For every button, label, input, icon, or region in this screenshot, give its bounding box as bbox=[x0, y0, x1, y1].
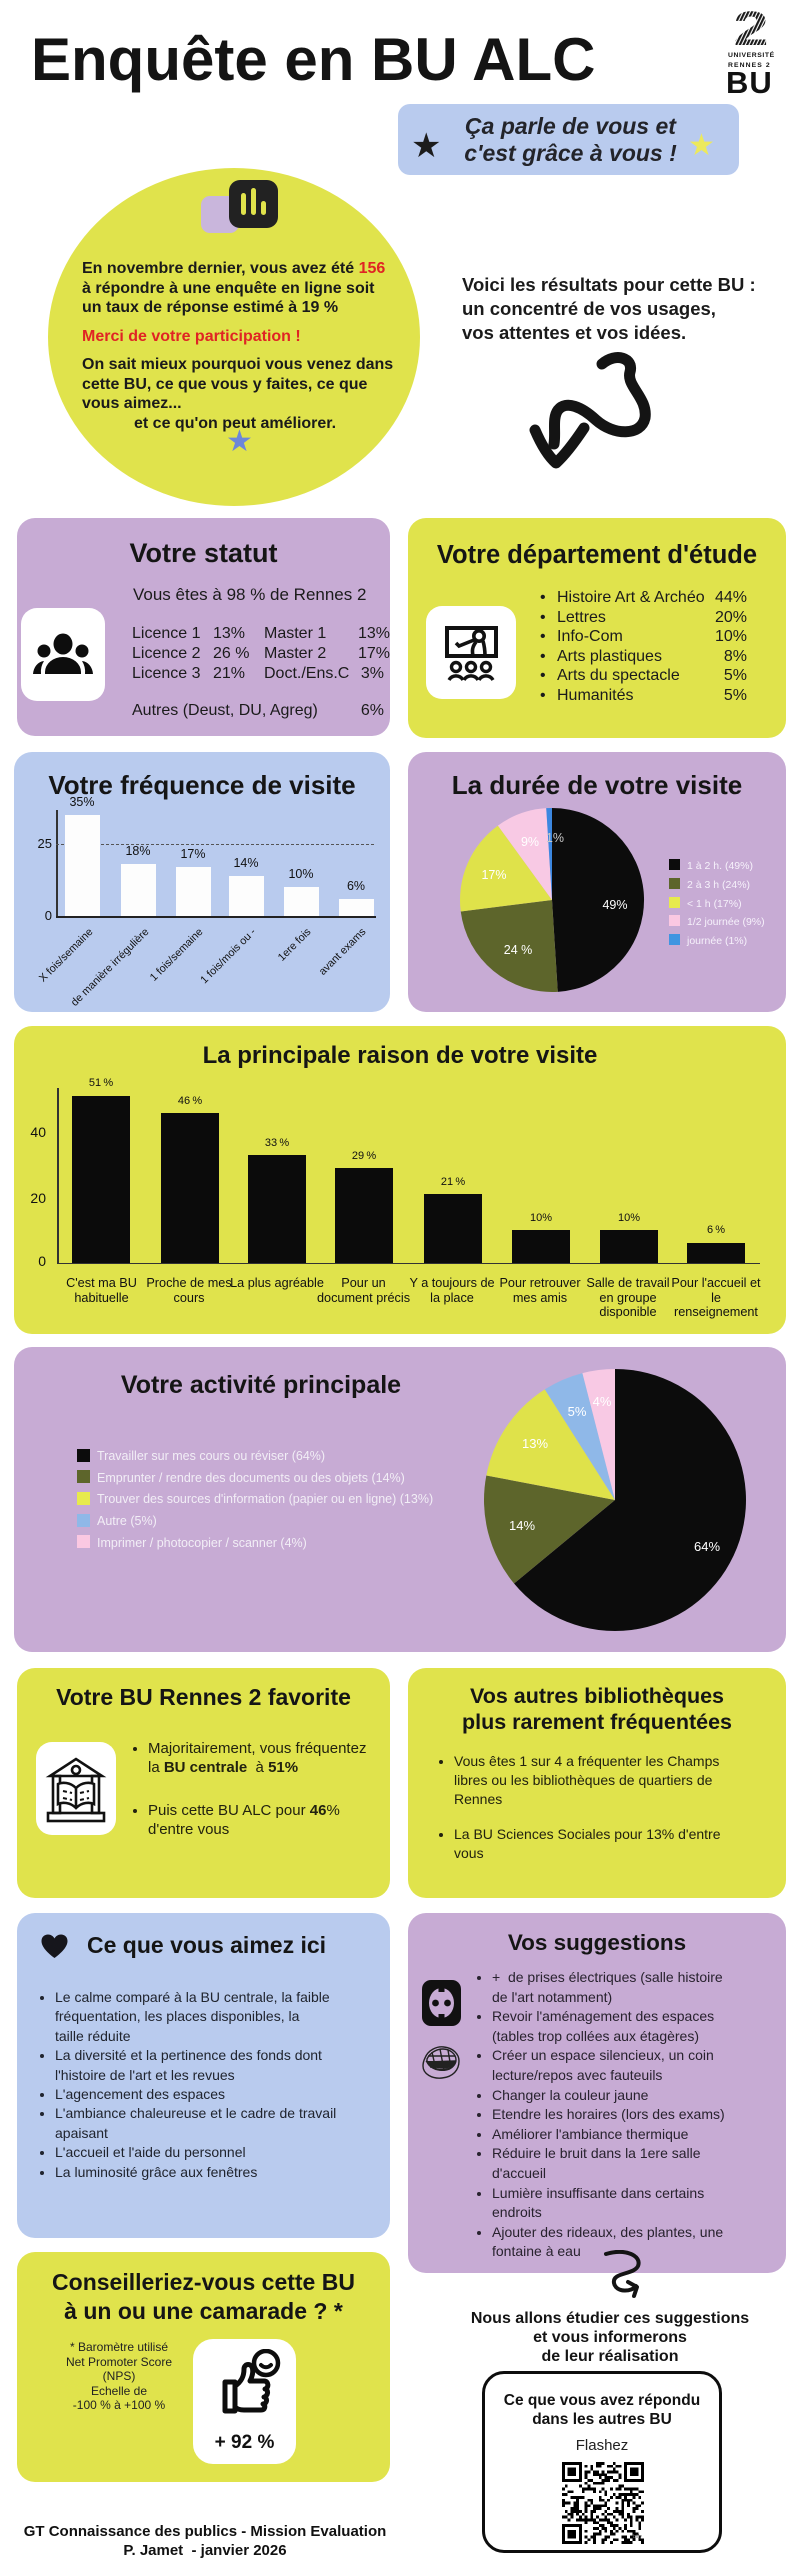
svg-text:2: 2 bbox=[733, 6, 768, 55]
svg-text:BU: BU bbox=[726, 65, 773, 98]
svg-text:UNIVERSITÉ: UNIVERSITÉ bbox=[728, 50, 775, 59]
svg-text:RENNES 2: RENNES 2 bbox=[728, 62, 771, 69]
